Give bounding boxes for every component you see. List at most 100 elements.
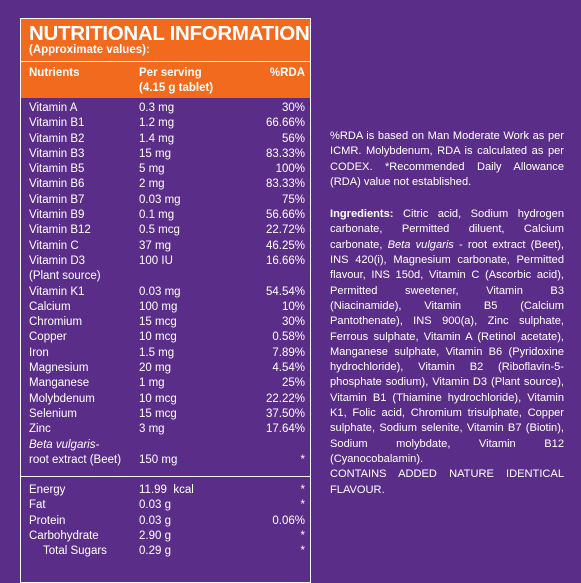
amount: 150 mg [139,453,178,466]
row: Vitamin K1 0.03 mg 54.54% [21,285,310,300]
rda: * [300,453,305,466]
amount: 3 mg [139,423,165,436]
nutrient-name: Protein [29,514,66,527]
column-header: %RDA [269,67,305,79]
row: Magnesium 20 mg 4.54% [21,361,310,376]
nutrient-name: Chromium [29,316,83,329]
row: Protein 0.03 g 0.06% [21,514,310,529]
nutrient-name: Carbohydrate [29,530,99,543]
rda: 56.66% [265,209,305,222]
amount: 1.5 mg [139,346,175,359]
row: Total Sugars 0.29 g * [21,544,310,559]
rda: 37.50% [265,407,305,420]
amount: 0.3 mg [139,102,175,114]
nutrient-name: Vitamin K1 [29,285,85,298]
row: Beta vulgaris- [21,438,310,453]
column-header: Per serving [139,67,202,79]
amount: 0.1 mg [139,209,175,222]
rda: * [300,499,305,512]
energy-rows: Energy 11.99 kcal * Fat 0.03 g * Protein 0.03 g… [21,483,310,559]
rda: 25% [281,377,305,390]
amount: 37 mg [139,239,171,252]
nutrient-name: Beta vulgaris- [29,438,100,451]
ingredients-text: Citric acid, Sodium hydrogen carbonate, … [330,208,564,251]
row: Vitamin B7 0.03 mg 75% [21,193,310,208]
row: (Plant source) [21,269,310,284]
amount: 11.99 kcal [139,484,194,497]
amount: 0.03 g [139,514,171,527]
row: Vitamin A 0.3 mg 30% [21,101,310,116]
row: Carbohydrate 2.90 g * [21,529,310,544]
row: Vitamin D3 100 IU 16.66% [21,254,310,269]
rda: 83.33% [265,147,305,160]
rda: 75% [281,193,305,206]
nutrient-name: Energy [29,484,66,497]
nutrient-name: Magnesium [29,362,89,375]
row: Copper 10 mcg 0.58% [21,330,310,345]
nutrient-name: Vitamin B9 [29,209,85,222]
amount: 1.2 mg [139,117,175,130]
amount: 15 mg [139,147,171,160]
amount: 1 mg [139,377,165,390]
amount: 0.03 mg [139,193,181,206]
row: Vitamin B9 0.1 mg 56.66% [21,208,310,223]
row: Vitamin B12 0.5 mcg 22.72% [21,223,310,238]
rda: 54.54% [265,285,305,298]
ingredients-label: Ingredients: [330,208,394,221]
row: Chromium 15 mcg 30% [21,315,310,330]
amount: 100 mg [139,300,178,313]
rda: * [300,530,305,543]
rda: 17.64% [265,423,305,436]
row: Vitamin C 37 mg 46.25% [21,239,310,254]
row: Manganese 1 mg 25% [21,376,310,391]
rda: 46.25% [265,239,305,252]
amount: 0.03 mg [139,285,181,298]
row: Selenium 15 mcg 37.50% [21,407,310,422]
row: Fat 0.03 g * [21,498,310,513]
ingredients-text: - root extract (Beet), INS 420(i), Magne… [330,238,564,465]
rda: 4.54% [272,362,305,375]
title: NUTRITIONAL INFORMATION [29,22,310,45]
nutrient-name: Vitamin A [29,102,78,114]
row: Vitamin B6 2 mg 83.33% [21,177,310,192]
row: Vitamin B5 5 mg 100% [21,162,310,177]
rda: 22.22% [265,392,305,405]
nutrient-name: Total Sugars [43,545,107,558]
row: Iron 1.5 mg 7.89% [21,346,310,361]
amount: 10 mcg [139,331,177,344]
rda: 66.66% [265,117,305,130]
amount: 0.03 g [139,499,171,512]
amount: 0.29 g [139,545,171,558]
rda: 0.06% [272,514,305,527]
nutrient-name: Vitamin B3 [29,147,85,160]
ingredients: Ingredients: Citric acid, Sodium hydroge… [330,207,564,498]
nutrient-name: Molybdenum [29,392,95,405]
row: Zinc 3 mg 17.64% [21,422,310,437]
amount: 1.4 mg [139,132,175,145]
amount: 5 mg [139,163,165,176]
rda: 83.33% [265,178,305,191]
nutrient-name: root extract (Beet) [29,453,122,466]
nutrient-name: Vitamin B5 [29,163,85,176]
nutrient-name: Manganese [29,377,90,390]
nutrient-rows: Vitamin A 0.3 mg 30% Vitamin B1 1.2 mg 66.66%… [21,98,310,468]
divider [21,61,310,62]
row: Vitamin B3 15 mg 83.33% [21,147,310,162]
amount: 100 IU [139,254,173,267]
rda-note: %RDA is based on Man Moderate Work as pe… [330,130,564,188]
nutrient-name: Calcium [29,300,71,313]
notes: %RDA is based on Man Moderate Work as pe… [330,129,564,515]
column-header: Nutrients [29,67,80,79]
rda: * [300,484,305,497]
header: NUTRITIONAL INFORMATION (Approximate val… [21,19,310,98]
amount: 2 mg [139,178,165,191]
row: Vitamin B2 1.4 mg 56% [21,132,310,147]
nutrient-name: Vitamin B2 [29,132,85,145]
rda: * [300,545,305,558]
rda: 0.58% [272,331,305,344]
nutrient-name: Vitamin C [29,239,79,252]
subtitle: (Approximate values): [29,44,150,56]
nutrient-name: Copper [29,331,67,344]
amount: 20 mg [139,362,171,375]
nutrient-name: Iron [29,346,49,359]
